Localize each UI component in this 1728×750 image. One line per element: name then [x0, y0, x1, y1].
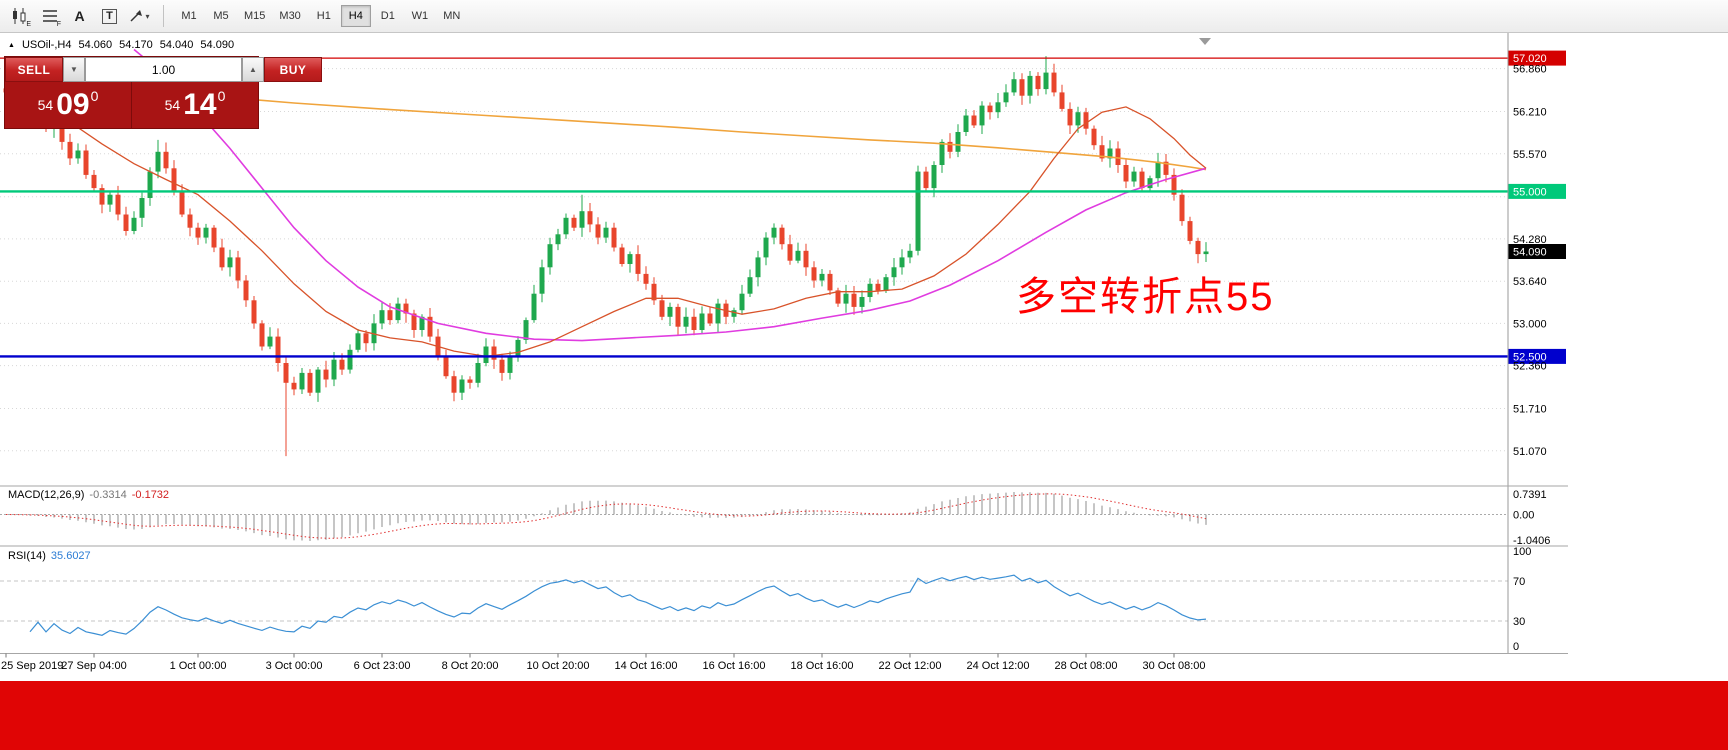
svg-text:27 Sep 04:00: 27 Sep 04:00: [61, 660, 126, 672]
chevron-down-icon: ▾: [145, 11, 150, 21]
svg-text:3 Oct 00:00: 3 Oct 00:00: [266, 660, 323, 672]
svg-text:52.500: 52.500: [1513, 351, 1547, 363]
svg-text:51.070: 51.070: [1513, 446, 1547, 458]
tf-button-m15[interactable]: M15: [244, 10, 266, 22]
candlestick-chart-tool-icon[interactable]: E: [6, 4, 33, 28]
buy-button[interactable]: BUY: [264, 57, 322, 82]
svg-text:8 Oct 20:00: 8 Oct 20:00: [442, 660, 499, 672]
tf-button-m5[interactable]: M5: [213, 10, 229, 22]
text-box-tool[interactable]: T: [96, 4, 123, 28]
svg-text:0: 0: [1513, 641, 1519, 653]
svg-text:14 Oct 16:00: 14 Oct 16:00: [615, 660, 678, 672]
arrow-tool-icon: [130, 10, 143, 22]
svg-text:100: 100: [1513, 546, 1531, 558]
svg-text:1 Oct 00:00: 1 Oct 00:00: [170, 660, 227, 672]
symbol-name: USOil-,H4: [21, 39, 72, 51]
volume-increase-button[interactable]: ▲: [242, 57, 264, 82]
svg-text:25 Sep 2019: 25 Sep 2019: [1, 660, 63, 672]
sell-price-pipette: 0: [90, 88, 99, 104]
tf-button-h1[interactable]: H1: [316, 10, 331, 22]
tool-subscript: F: [56, 21, 61, 28]
price-axis[interactable]: 54.090 56.860 56.210 55.570 54.280 53.640 53.0…: [0, 33, 1568, 654]
sell-price-display[interactable]: 54 09 0: [5, 82, 131, 128]
svg-text:30: 30: [1513, 616, 1525, 628]
ma-fast-red: [5, 90, 1207, 358]
toolbar-separator: [163, 5, 164, 27]
buy-price-pipette: 0: [217, 88, 226, 104]
svg-text:70: 70: [1513, 576, 1525, 588]
bottom-red-bar: [0, 681, 1728, 750]
svg-text:0.00: 0.00: [1513, 510, 1534, 522]
svg-text:55.570: 55.570: [1513, 149, 1547, 161]
svg-text:30 Oct 08:00: 30 Oct 08:00: [1143, 660, 1206, 672]
ma-slow-orange: [5, 79, 1207, 171]
chart-annotation: 多空转折点55: [1016, 275, 1275, 319]
price-divider: [131, 82, 132, 128]
volume-dropdown-button[interactable]: ▼: [63, 57, 85, 82]
ohlc-low: 54.040: [159, 39, 194, 51]
tf-button-m1[interactable]: M1: [181, 10, 197, 22]
drawing-tools-dropdown[interactable]: ▾: [126, 4, 153, 28]
tf-button-d1[interactable]: D1: [380, 10, 395, 22]
svg-text:54.280: 54.280: [1513, 234, 1547, 246]
moving-averages-layer: [5, 48, 1207, 358]
candles-icon: [12, 8, 25, 24]
svg-text:57.020: 57.020: [1513, 53, 1547, 65]
buy-price-big-digits: 14: [183, 88, 217, 121]
ma-medium-magenta: [133, 48, 1207, 342]
ohlc-close: 54.090: [200, 39, 235, 51]
ohlc-high: 54.170: [119, 39, 153, 51]
svg-text:28 Oct 08:00: 28 Oct 08:00: [1055, 660, 1118, 672]
svg-text:18 Oct 16:00: 18 Oct 16:00: [791, 660, 854, 672]
buy-price-display[interactable]: 54 14 0: [132, 82, 258, 128]
svg-text:56.210: 56.210: [1513, 107, 1547, 119]
textbox-tool-icon: T: [102, 8, 117, 24]
tool-subscript: E: [26, 21, 31, 28]
svg-text:53.640: 53.640: [1513, 276, 1547, 288]
symbol-marker-icon: ▲: [8, 42, 15, 49]
svg-text:53.000: 53.000: [1513, 318, 1547, 330]
sell-price-big-digits: 09: [56, 88, 90, 121]
svg-text:51.710: 51.710: [1513, 404, 1547, 416]
svg-text:54.090: 54.090: [1513, 247, 1547, 259]
volume-input[interactable]: [85, 57, 242, 82]
tf-button-mn[interactable]: MN: [443, 10, 461, 22]
line-list-tool-icon[interactable]: F: [36, 4, 63, 28]
candles-layer: [3, 56, 1209, 457]
timeframe-toolbar: M1 M5 M15 M30 H1 H4 D1 W1 MN: [174, 5, 467, 27]
svg-text:56.860: 56.860: [1513, 64, 1547, 76]
svg-text:-1.0406: -1.0406: [1513, 535, 1550, 547]
buy-price-prefix: 54: [164, 97, 181, 113]
svg-text:10 Oct 20:00: 10 Oct 20:00: [527, 660, 590, 672]
grid-layer: [0, 68, 1508, 452]
chevron-down-icon: ▼: [70, 65, 78, 74]
svg-text:22 Oct 12:00: 22 Oct 12:00: [879, 660, 942, 672]
chevron-up-icon: ▲: [249, 65, 257, 74]
horizontal-lines-layer[interactable]: 57.020 55.000 52.500: [0, 50, 1566, 364]
tf-button-w1[interactable]: W1: [411, 10, 429, 22]
list-icon: [42, 10, 57, 22]
svg-text:55.000: 55.000: [1513, 186, 1547, 198]
svg-text:16 Oct 16:00: 16 Oct 16:00: [703, 660, 766, 672]
svg-text:0.7391: 0.7391: [1513, 489, 1547, 501]
ohlc-open: 54.060: [78, 39, 113, 51]
svg-text:52.360: 52.360: [1513, 361, 1547, 373]
svg-text:24 Oct 12:00: 24 Oct 12:00: [967, 660, 1030, 672]
sell-price-prefix: 54: [37, 97, 54, 113]
chart-shift-marker[interactable]: [1199, 38, 1211, 45]
svg-text:6 Oct 23:00: 6 Oct 23:00: [354, 660, 411, 672]
text-annotation-tool[interactable]: A: [66, 4, 93, 28]
toolbar: E F A T ▾ M1 M5 M15 M30 H1 H4 D1 W1 MN: [0, 0, 1728, 33]
text-tool-icon: A: [74, 8, 85, 24]
tf-button-h4[interactable]: H4: [340, 5, 371, 27]
symbol-info: ▲ USOil-,H4 54.060 54.170 54.040 54.090: [8, 39, 241, 51]
sell-button[interactable]: SELL: [5, 57, 63, 82]
tf-button-m30[interactable]: M30: [279, 10, 301, 22]
